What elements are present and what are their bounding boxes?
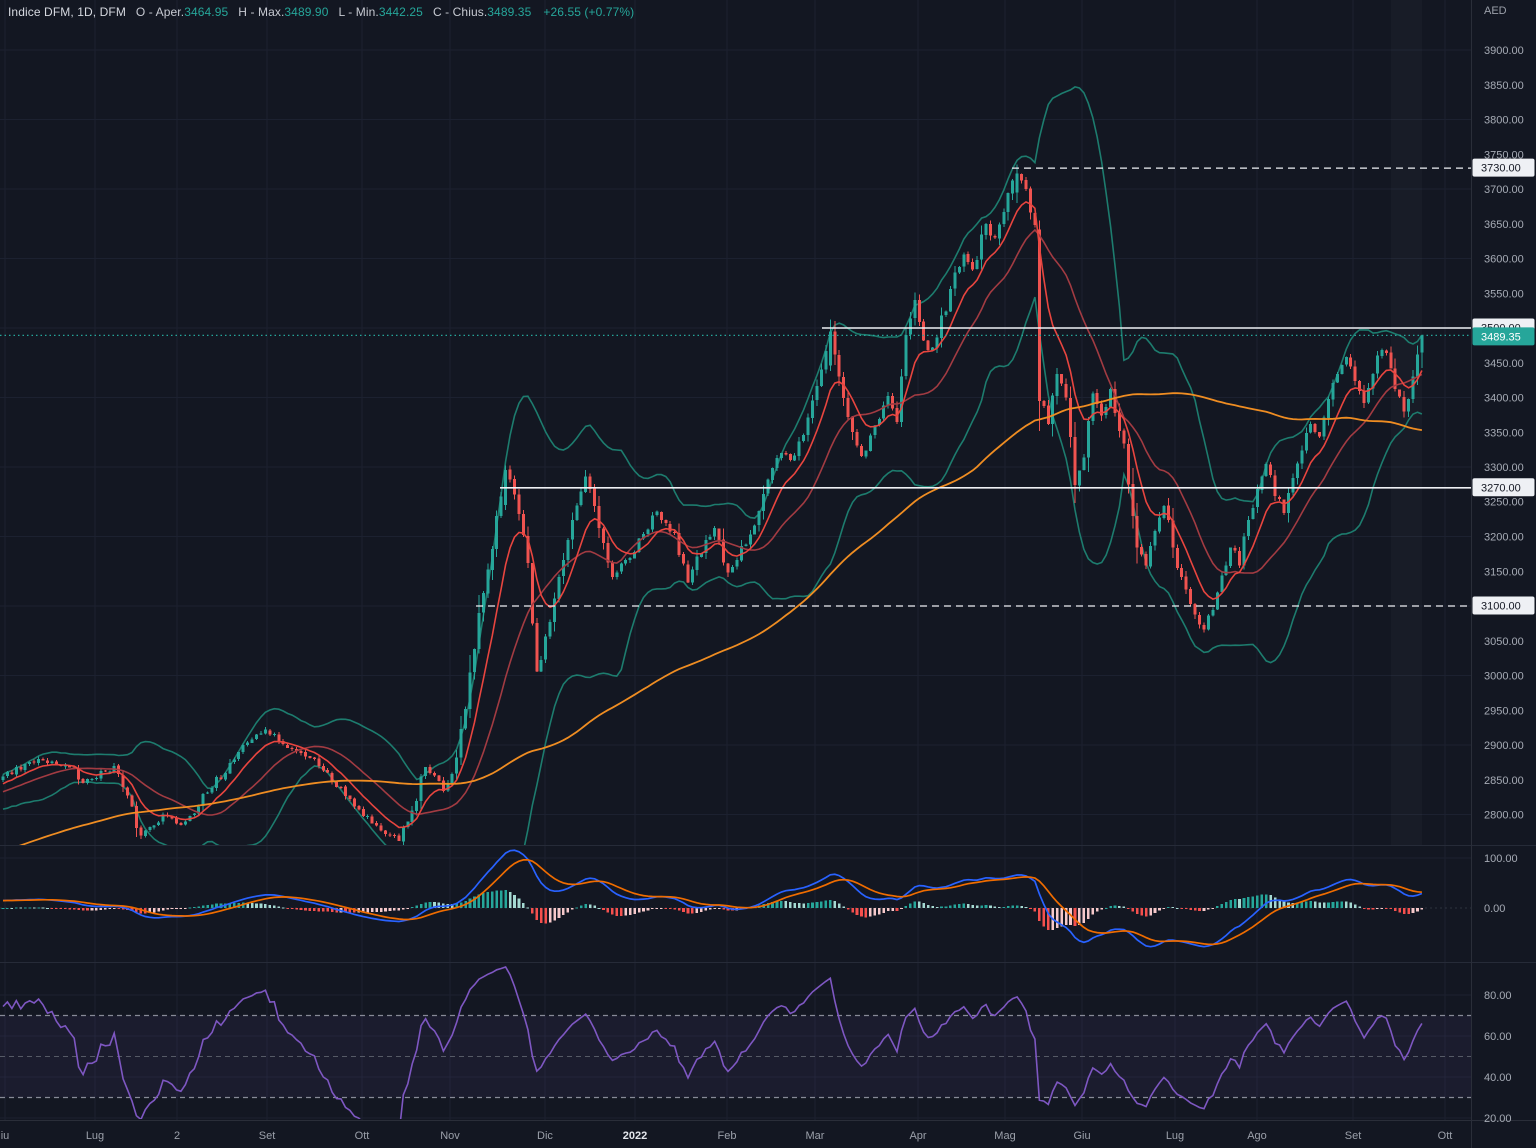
svg-text:2900.00: 2900.00 <box>1484 740 1524 752</box>
price-level-label: 3270.00 <box>1472 478 1535 497</box>
svg-text:Mag: Mag <box>994 1130 1015 1142</box>
svg-text:Giu: Giu <box>1073 1130 1090 1142</box>
svg-text:Ago: Ago <box>1247 1130 1267 1142</box>
svg-text:3100.00: 3100.00 <box>1481 601 1521 613</box>
svg-text:Lug: Lug <box>86 1130 104 1142</box>
price-axis-currency-label: AED <box>1484 5 1507 17</box>
svg-text:3750.00: 3750.00 <box>1484 149 1524 161</box>
ohlc-open: O - Aper.3464.95 <box>135 5 229 19</box>
ma-fast-line <box>2 200 1423 829</box>
svg-text:3650.00: 3650.00 <box>1484 219 1524 231</box>
svg-text:3270.00: 3270.00 <box>1481 482 1521 494</box>
chart-legend: Indice DFM, 1D, DFM O - Aper.3464.95 H - M… <box>8 5 634 19</box>
ohlc-low: L - Min.3442.25 <box>338 5 423 19</box>
svg-text:2850.00: 2850.00 <box>1484 775 1524 787</box>
svg-text:3300.00: 3300.00 <box>1484 462 1524 474</box>
svg-text:Mar: Mar <box>806 1130 825 1142</box>
svg-text:3200.00: 3200.00 <box>1484 532 1524 544</box>
svg-text:3150.00: 3150.00 <box>1484 566 1524 578</box>
grid-lines <box>0 0 1471 1120</box>
bollinger-lower-band <box>2 296 1423 845</box>
svg-text:2950.00: 2950.00 <box>1484 705 1524 717</box>
price-level-label: 3489.35 <box>1472 327 1535 346</box>
rsi-line <box>2 966 1423 1119</box>
svg-text:Set: Set <box>259 1130 276 1142</box>
price-axis[interactable]: 2800.00 2850.00 2900.00 2950.00 3000.00 3050.… <box>1472 45 1535 1125</box>
price-level-label: 3100.00 <box>1472 596 1535 615</box>
bollinger-upper-band <box>2 86 1423 790</box>
svg-text:60.00: 60.00 <box>1484 1031 1512 1043</box>
price-level-label: 3730.00 <box>1472 158 1535 177</box>
svg-text:Set: Set <box>1345 1130 1362 1142</box>
svg-text:Lug: Lug <box>1166 1130 1184 1142</box>
ohlc-close: C - Chius.3489.35 <box>432 5 532 19</box>
svg-text:Nov: Nov <box>440 1130 460 1142</box>
svg-text:80.00: 80.00 <box>1484 990 1512 1002</box>
svg-text:3450.00: 3450.00 <box>1484 358 1524 370</box>
svg-text:2022: 2022 <box>623 1130 647 1142</box>
svg-text:3489.35: 3489.35 <box>1481 331 1521 343</box>
symbol-title[interactable]: Indice DFM, 1D, DFM <box>8 5 126 19</box>
svg-text:100.00: 100.00 <box>1484 853 1518 865</box>
svg-text:iu: iu <box>1 1130 10 1142</box>
macd-pane[interactable] <box>0 849 1471 948</box>
svg-text:Apr: Apr <box>909 1130 926 1142</box>
ohlc-high: H - Max.3489.90 <box>238 5 329 19</box>
svg-text:3800.00: 3800.00 <box>1484 115 1524 127</box>
price-pane[interactable] <box>0 0 1471 894</box>
macd-signal-line <box>2 858 1422 946</box>
svg-text:3900.00: 3900.00 <box>1484 45 1524 57</box>
svg-text:3050.00: 3050.00 <box>1484 636 1524 648</box>
change-badge: +26.55 (+0.77%) <box>543 5 635 19</box>
svg-text:3000.00: 3000.00 <box>1484 671 1524 683</box>
svg-text:20.00: 20.00 <box>1484 1113 1512 1125</box>
svg-text:3400.00: 3400.00 <box>1484 393 1524 405</box>
svg-text:2: 2 <box>174 1130 180 1142</box>
time-axis[interactable]: iu Lug 2 Set Ott Nov Dic 2022 Feb Mar Apr Mag Giu Lug… <box>1 1130 1453 1142</box>
svg-text:0.00: 0.00 <box>1484 903 1505 915</box>
svg-text:3250.00: 3250.00 <box>1484 497 1524 509</box>
svg-text:3850.00: 3850.00 <box>1484 80 1524 92</box>
svg-text:3350.00: 3350.00 <box>1484 427 1524 439</box>
svg-text:40.00: 40.00 <box>1484 1072 1512 1084</box>
rsi-pane[interactable] <box>0 966 1471 1135</box>
svg-text:3550.00: 3550.00 <box>1484 288 1524 300</box>
svg-text:3600.00: 3600.00 <box>1484 254 1524 266</box>
svg-text:Ott: Ott <box>355 1130 370 1142</box>
svg-text:Feb: Feb <box>718 1130 737 1142</box>
svg-text:Ott: Ott <box>1438 1130 1453 1142</box>
macd-line <box>2 849 1423 948</box>
svg-text:3700.00: 3700.00 <box>1484 184 1524 196</box>
ma-slow-line <box>18 392 1423 845</box>
svg-text:3730.00: 3730.00 <box>1481 163 1521 175</box>
svg-text:Dic: Dic <box>537 1130 553 1142</box>
svg-text:2800.00: 2800.00 <box>1484 810 1524 822</box>
